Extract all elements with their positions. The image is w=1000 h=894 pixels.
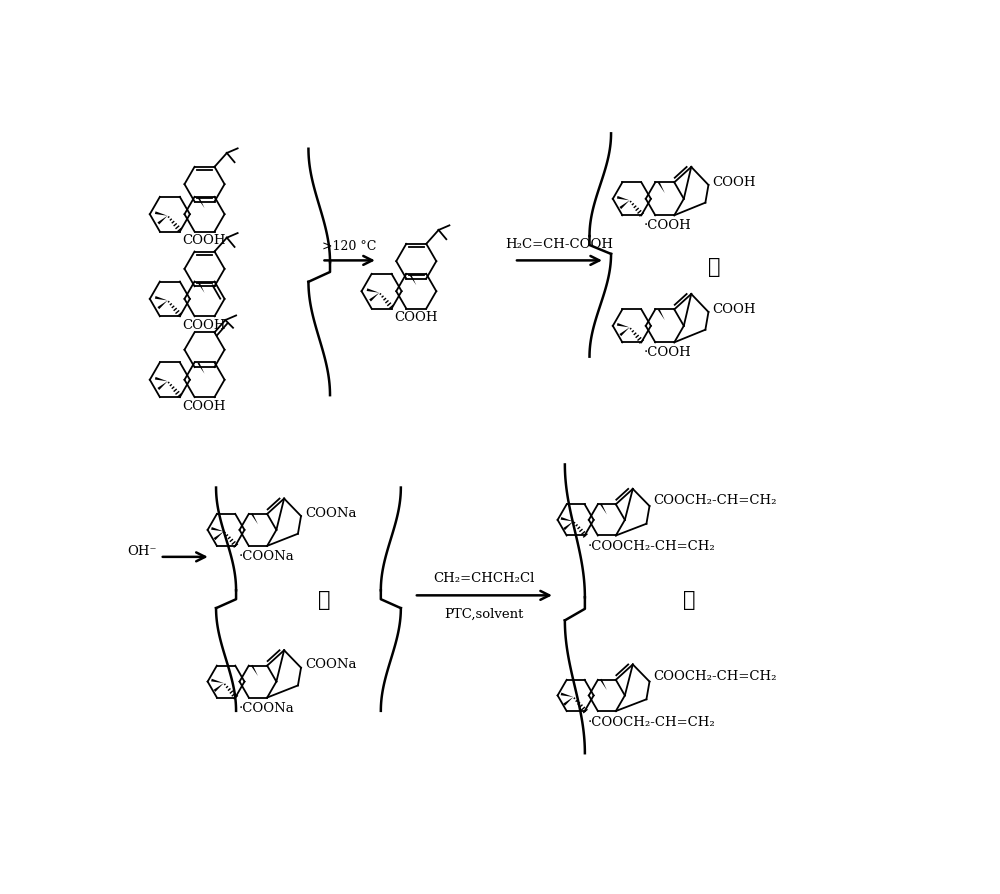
Text: ·COOH: ·COOH (644, 219, 692, 232)
Text: 或: 或 (708, 257, 720, 276)
Polygon shape (561, 693, 573, 697)
Polygon shape (157, 382, 168, 391)
Polygon shape (251, 513, 258, 525)
Polygon shape (658, 182, 665, 194)
Polygon shape (617, 197, 630, 201)
Text: COOH: COOH (182, 319, 226, 332)
Polygon shape (157, 301, 168, 310)
Polygon shape (251, 665, 258, 676)
Polygon shape (658, 309, 665, 321)
Polygon shape (409, 274, 416, 286)
Text: COONa: COONa (305, 506, 356, 519)
Polygon shape (214, 532, 224, 541)
Polygon shape (563, 522, 573, 530)
Polygon shape (600, 679, 607, 690)
Text: COOH: COOH (712, 302, 756, 316)
Polygon shape (198, 283, 205, 293)
Polygon shape (617, 324, 630, 328)
Text: COONa: COONa (305, 658, 356, 670)
Polygon shape (198, 198, 205, 209)
Polygon shape (198, 363, 205, 375)
Text: ·COOCH₂-CH=CH₂: ·COOCH₂-CH=CH₂ (588, 540, 716, 552)
Text: >120 °C: >120 °C (322, 240, 376, 253)
Polygon shape (619, 328, 630, 337)
Polygon shape (155, 297, 168, 301)
Text: ·COONa: ·COONa (238, 550, 294, 562)
Text: COOH: COOH (712, 175, 756, 189)
Text: ·COOH: ·COOH (644, 346, 692, 358)
Text: COOH: COOH (182, 400, 226, 412)
Text: OH⁻: OH⁻ (127, 544, 157, 558)
Polygon shape (367, 289, 379, 293)
Polygon shape (155, 212, 168, 216)
Text: H₂C=CH-COOH: H₂C=CH-COOH (505, 237, 613, 250)
Text: 或: 或 (683, 589, 696, 610)
Text: COOH: COOH (182, 234, 226, 247)
Polygon shape (155, 377, 168, 382)
Text: CH₂=CHCH₂Cl: CH₂=CHCH₂Cl (433, 571, 535, 584)
Text: COOCH₂-CH=CH₂: COOCH₂-CH=CH₂ (653, 493, 777, 507)
Text: ·COONa: ·COONa (238, 701, 294, 714)
Polygon shape (369, 293, 379, 302)
Polygon shape (214, 683, 224, 692)
Polygon shape (600, 503, 607, 515)
Text: 或: 或 (318, 589, 330, 610)
Polygon shape (561, 518, 573, 522)
Text: ·COOCH₂-CH=CH₂: ·COOCH₂-CH=CH₂ (588, 715, 716, 728)
Text: COOCH₂-CH=CH₂: COOCH₂-CH=CH₂ (653, 670, 777, 682)
Polygon shape (211, 679, 224, 683)
Polygon shape (211, 527, 224, 532)
Polygon shape (619, 201, 630, 210)
Polygon shape (157, 216, 168, 225)
Text: PTC,solvent: PTC,solvent (444, 607, 524, 620)
Text: COOH: COOH (394, 311, 437, 325)
Polygon shape (563, 697, 573, 706)
